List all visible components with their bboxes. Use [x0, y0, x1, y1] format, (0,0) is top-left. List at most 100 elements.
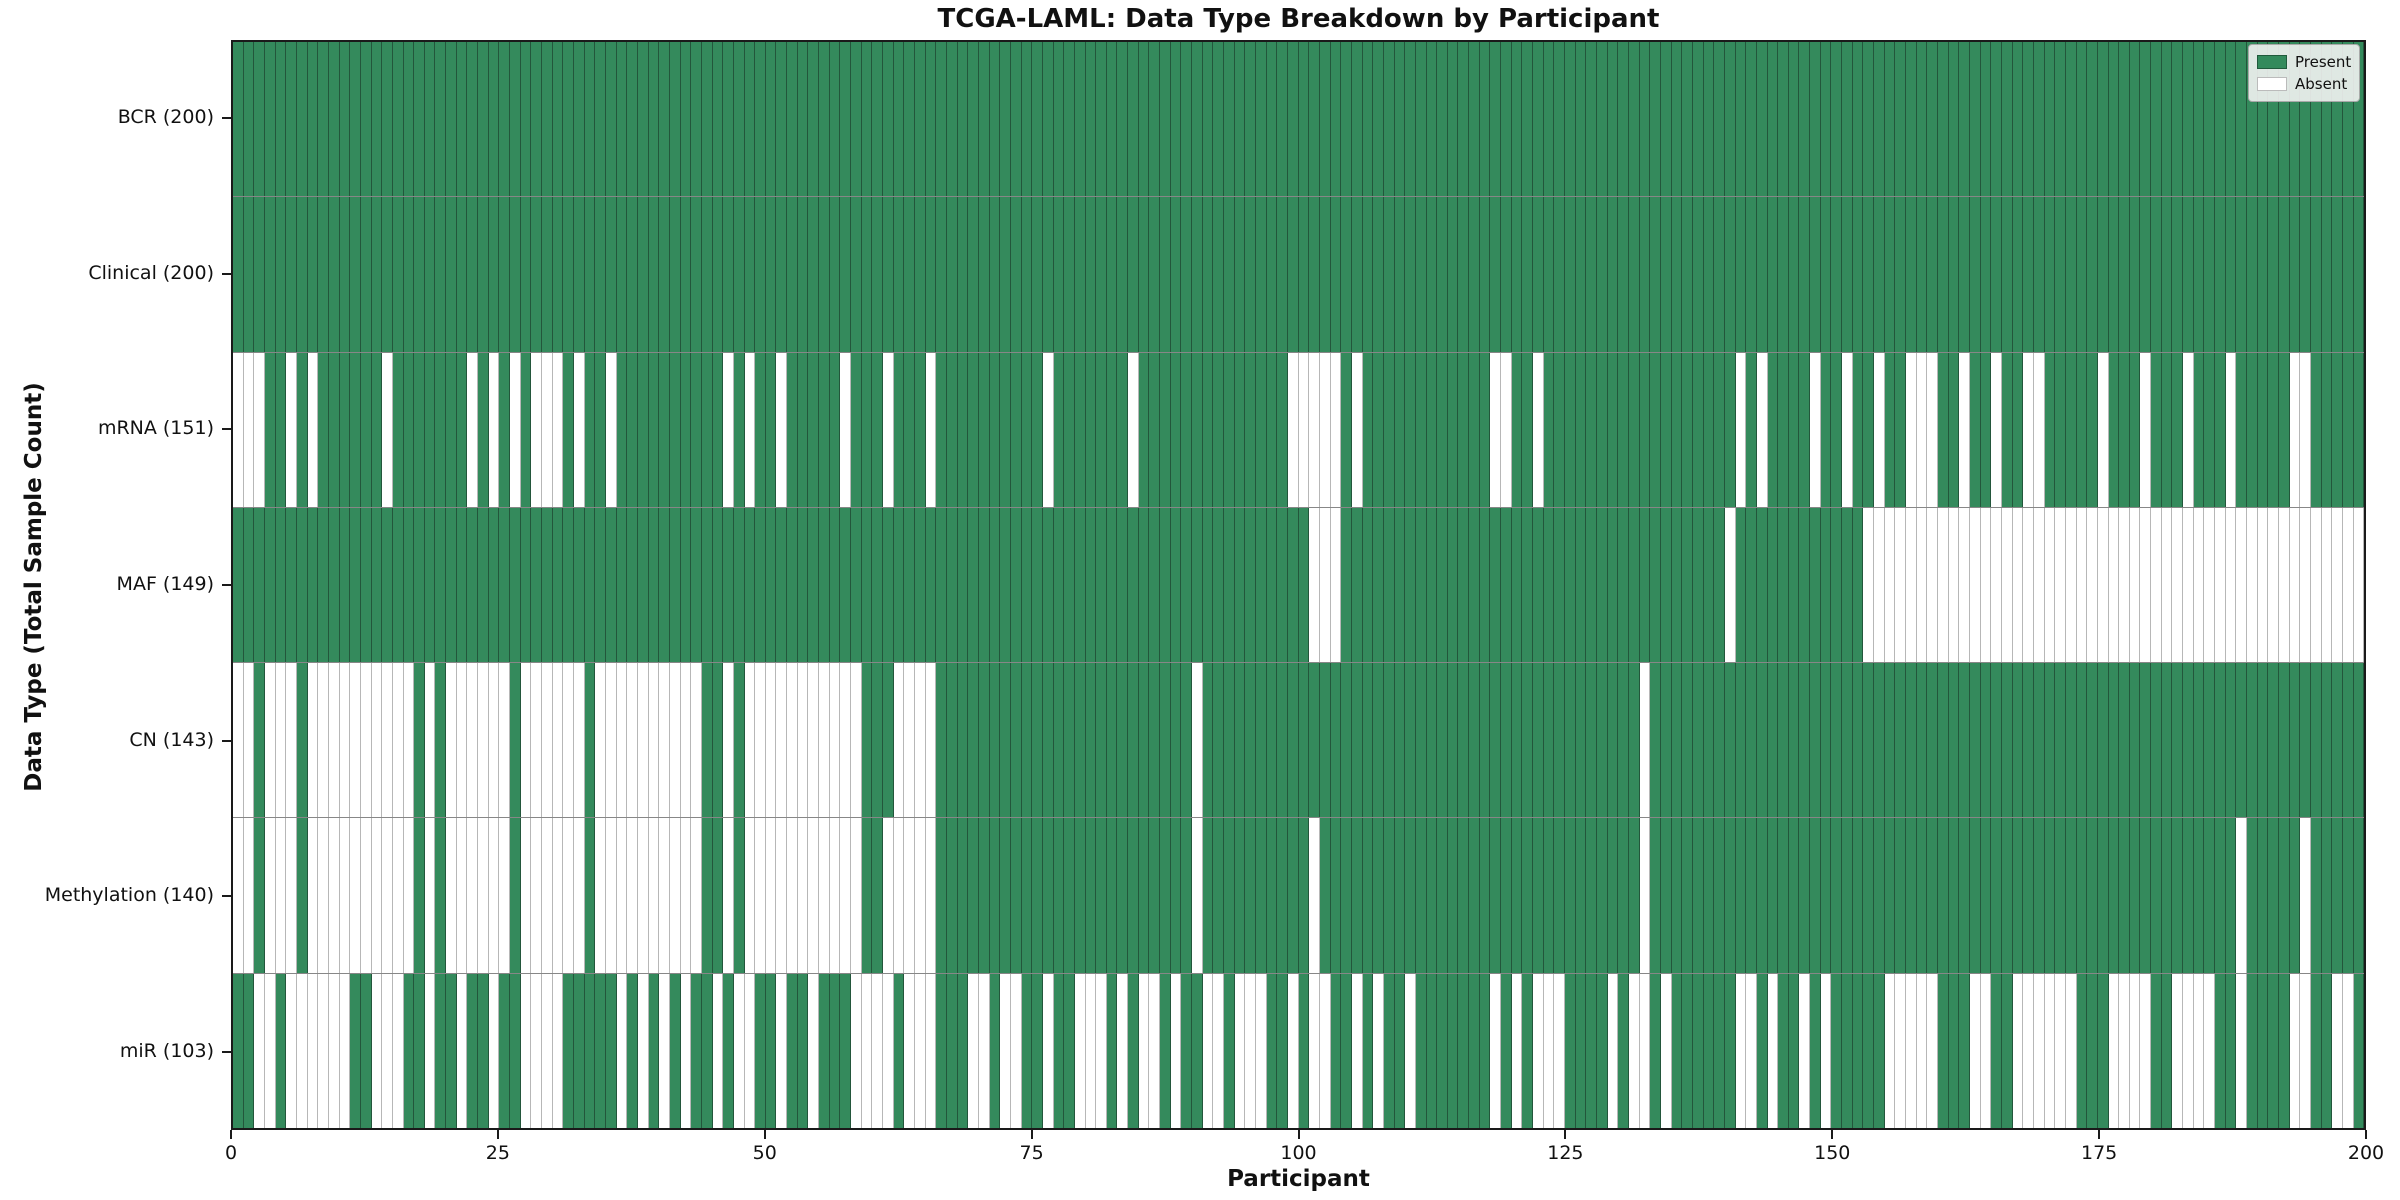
heatmap-cell	[1245, 42, 1256, 197]
heatmap-cell	[808, 42, 820, 197]
heatmap-cell	[744, 818, 756, 973]
heatmap-cell	[350, 197, 361, 352]
heatmap-cell	[1096, 663, 1107, 818]
heatmap-cell	[605, 42, 617, 197]
heatmap-cell	[936, 663, 947, 818]
heatmap-cell	[2161, 818, 2173, 973]
heatmap-cell	[893, 507, 905, 663]
heatmap-cell	[1948, 197, 1960, 352]
heatmap-cell	[872, 818, 884, 973]
heatmap-cell	[2236, 818, 2248, 973]
heatmap-cell	[2268, 507, 2279, 663]
heatmap-cell	[318, 973, 329, 1128]
heatmap-cell	[510, 352, 521, 507]
heatmap-cell	[1511, 197, 1523, 352]
heatmap-cell	[2247, 197, 2258, 352]
heatmap-cell	[2087, 973, 2098, 1128]
heatmap-cell	[2342, 973, 2354, 1128]
heatmap-cell	[1138, 352, 1150, 507]
heatmap-cell	[1714, 818, 1725, 973]
heatmap-cell	[872, 42, 884, 197]
heatmap-cell	[254, 973, 265, 1128]
heatmap-cell	[2033, 663, 2045, 818]
heatmap-cell	[1565, 663, 1576, 818]
heatmap-cell	[2097, 352, 2109, 507]
heatmap-cell	[1074, 663, 1086, 818]
heatmap-cell	[1490, 197, 1502, 352]
heatmap-cell	[1256, 973, 1267, 1128]
heatmap-cell	[1724, 42, 1736, 197]
heatmap-cell	[957, 973, 969, 1128]
heatmap-cell	[1895, 818, 1907, 973]
heatmap-cell	[2268, 973, 2279, 1128]
heatmap-cell	[2055, 973, 2066, 1128]
heatmap-cell	[2108, 197, 2120, 352]
heatmap-cell	[2108, 352, 2120, 507]
heatmap-cell	[787, 507, 798, 663]
heatmap-cell	[1373, 507, 1384, 663]
heatmap-cell	[2076, 42, 2088, 197]
heatmap-cell	[1234, 973, 1246, 1128]
heatmap-cell	[510, 507, 521, 663]
heatmap-cell	[1064, 818, 1075, 973]
heatmap-cell	[936, 973, 947, 1128]
heatmap-cell	[403, 663, 415, 818]
heatmap-cell	[2097, 973, 2109, 1128]
heatmap-cell	[723, 973, 734, 1128]
heatmap-cell	[1703, 973, 1715, 1128]
heatmap-cell	[1874, 818, 1885, 973]
heatmap-cell	[893, 663, 905, 818]
heatmap-cell	[2119, 663, 2130, 818]
heatmap-cell	[851, 818, 862, 973]
heatmap-cell	[723, 197, 734, 352]
heatmap-cell	[1245, 197, 1256, 352]
heatmap-cell	[446, 197, 457, 352]
heatmap-cell	[328, 197, 340, 352]
heatmap-cell	[1213, 42, 1225, 197]
heatmap-cell	[2332, 663, 2343, 818]
heatmap-cell	[296, 818, 308, 973]
heatmap-cell	[978, 818, 990, 973]
heatmap-cell	[1810, 818, 1821, 973]
heatmap-cell	[1799, 818, 1811, 973]
heatmap-cell	[978, 663, 990, 818]
heatmap-cell	[1085, 663, 1097, 818]
heatmap-cell	[1010, 197, 1022, 352]
heatmap-cell	[1533, 507, 1544, 663]
heatmap-cell	[2033, 197, 2045, 352]
heatmap-cell	[1874, 663, 1885, 818]
heatmap-cell	[1756, 507, 1768, 663]
heatmap-cell	[1085, 352, 1097, 507]
heatmap-cell	[1948, 818, 1960, 973]
heatmap-cell	[1170, 42, 1182, 197]
heatmap-cell	[286, 973, 297, 1128]
heatmap-cell	[1181, 663, 1193, 818]
heatmap-cell	[392, 818, 404, 973]
heatmap-cell	[1969, 42, 1981, 197]
heatmap-cell	[978, 507, 990, 663]
heatmap-cell	[350, 818, 361, 973]
heatmap-cell	[2310, 507, 2322, 663]
heatmap-cell	[296, 973, 308, 1128]
heatmap-cell	[1096, 197, 1107, 352]
heatmap-cell	[1980, 507, 1992, 663]
heatmap-cell	[797, 42, 809, 197]
heatmap-cell	[1511, 352, 1523, 507]
heatmap-cell	[1501, 507, 1512, 663]
heatmap-cell	[1138, 818, 1150, 973]
heatmap-cell	[1224, 818, 1235, 973]
heatmap-cell	[467, 663, 479, 818]
heatmap-cell	[1511, 42, 1523, 197]
heatmap-cell	[1916, 663, 1928, 818]
heatmap-cell	[275, 507, 287, 663]
present-swatch-icon	[2257, 55, 2287, 69]
heatmap-cell	[1852, 197, 1864, 352]
heatmap-cell	[1128, 352, 1139, 507]
heatmap-cell	[1874, 197, 1885, 352]
heatmap-cell	[520, 42, 532, 197]
heatmap-cell	[829, 507, 841, 663]
heatmap-cell	[829, 663, 841, 818]
heatmap-cell	[872, 973, 884, 1128]
heatmap-cell	[1458, 352, 1470, 507]
heatmap-cell	[350, 973, 361, 1128]
